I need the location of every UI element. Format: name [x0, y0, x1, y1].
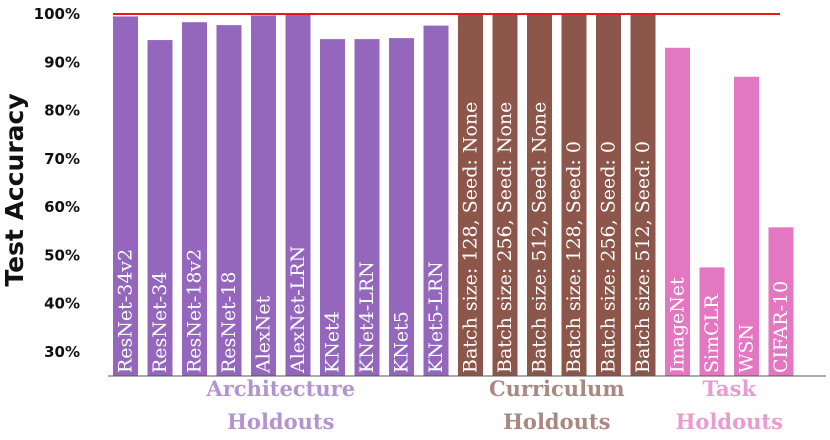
y-tick-label: 60%: [44, 198, 80, 216]
bar: [113, 16, 138, 377]
group-label-line1: Task: [702, 376, 756, 401]
bar: [354, 39, 380, 377]
bar-label: Batch size: 128, Seed: None: [460, 102, 482, 373]
group-label-line2: Holdouts: [227, 409, 334, 434]
y-axis-label: Test Accuracy: [0, 93, 29, 286]
y-tick-label: 80%: [44, 102, 80, 120]
bar-label: KNet4: [322, 311, 344, 373]
bar-label: KNet5: [391, 311, 413, 373]
bar: [734, 76, 759, 376]
bar-label: Batch size: 512, Seed: 0: [632, 141, 654, 373]
bar-label: CIFAR-10: [770, 281, 792, 373]
bar: [389, 38, 414, 377]
y-axis-ticks: 30% 40% 50% 60% 70% 80% 90% 100%: [34, 5, 80, 361]
bar-label: SimCLR: [701, 294, 723, 373]
bar-label: Batch size: 256, Seed: 0: [598, 141, 620, 373]
bar-label: Batch size: 256, Seed: None: [494, 102, 516, 373]
bar: [251, 15, 276, 377]
y-tick-label: 40%: [44, 295, 80, 313]
y-tick-label: 50%: [44, 246, 80, 264]
bar: [527, 14, 552, 376]
bar-label: Batch size: 512, Seed: None: [529, 102, 551, 373]
bar: [320, 39, 345, 377]
bar: [147, 40, 173, 377]
bar-label: ResNet-18v2: [184, 249, 206, 373]
bar-labels: ResNet-34v2 ResNet-34 ResNet-18v2 ResNet-18…: [115, 102, 793, 374]
group-label-line2: Holdouts: [503, 409, 610, 434]
bars: [113, 14, 794, 377]
bar: [630, 14, 656, 376]
group-label-line2: Holdouts: [676, 409, 783, 434]
bar-label: Batch size: 128, Seed: 0: [563, 141, 585, 373]
bar: [285, 14, 311, 376]
bar: [458, 14, 483, 376]
bar: [665, 47, 690, 376]
bar-label: AlexNet: [253, 295, 275, 374]
group-label-line1: Curriculum: [489, 376, 625, 401]
bar: [561, 14, 587, 377]
bar: [492, 14, 518, 376]
bar: [182, 22, 207, 377]
y-tick-label: 100%: [34, 5, 80, 23]
bar-label: KNet5-LRN: [425, 261, 447, 373]
bar: [216, 25, 242, 377]
group-labels: Architecture Holdouts Curriculum Holdouts Ta…: [205, 376, 782, 434]
bar-label: ResNet-34v2: [115, 249, 137, 373]
bar-label: KNet4-LRN: [356, 261, 378, 373]
y-tick-label: 70%: [44, 150, 80, 168]
y-tick-label: 30%: [44, 343, 80, 361]
bar: [699, 267, 725, 376]
bar: [768, 227, 794, 376]
bar-label: ResNet-34: [149, 272, 171, 373]
y-tick-label: 90%: [44, 53, 80, 71]
group-label-line1: Architecture: [205, 376, 355, 401]
bar-label: WSN: [736, 324, 758, 373]
bar-label: AlexNet-LRN: [287, 246, 309, 374]
bar-label: ImageNet: [667, 277, 689, 373]
bar-label: ResNet-18: [218, 272, 240, 373]
bar: [423, 25, 449, 377]
bar: [596, 14, 621, 376]
